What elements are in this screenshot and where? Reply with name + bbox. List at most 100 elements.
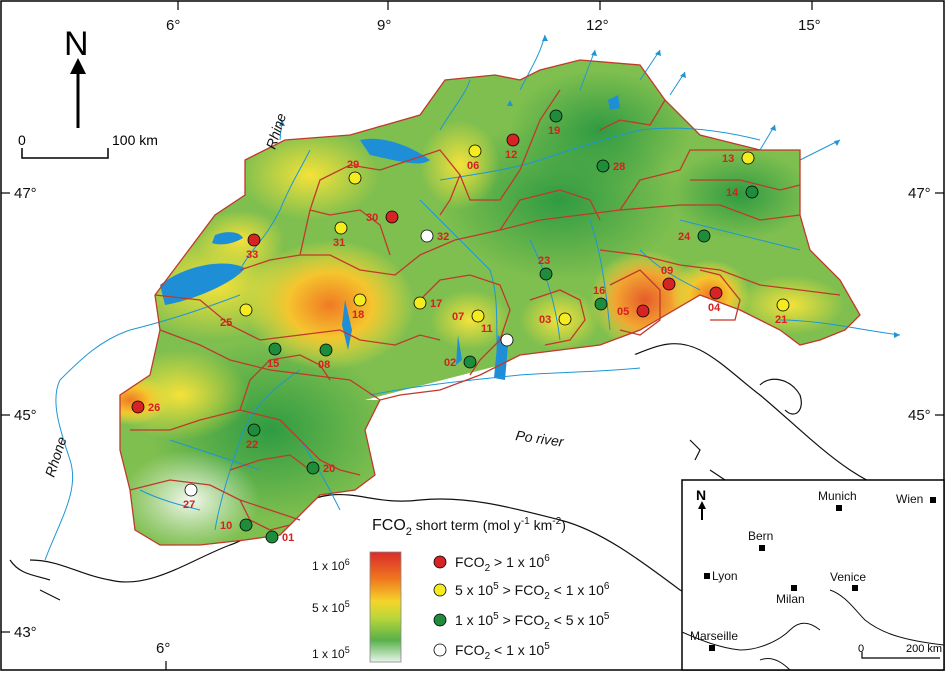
site-marker-22	[247, 423, 261, 437]
lon-label-15: 15°	[798, 17, 821, 34]
inset-scale-label: 200 km	[906, 643, 942, 655]
site-marker-32	[420, 229, 434, 243]
site-marker-29	[348, 171, 362, 185]
site-label-17: 17	[430, 298, 442, 310]
site-marker-17	[413, 296, 427, 310]
site-marker-20	[306, 461, 320, 475]
site-marker-06	[468, 144, 482, 158]
site-marker-08	[319, 343, 333, 357]
lon-label-6: 6°	[166, 17, 180, 34]
site-marker-24	[697, 229, 711, 243]
site-label-10: 10	[220, 520, 232, 532]
site-label-11: 11	[481, 323, 493, 335]
lon-label-6-bottom: 6°	[156, 640, 170, 657]
site-marker-04	[709, 286, 723, 300]
legend-class-low: FCO2 < 1 x 105	[455, 641, 550, 662]
site-marker-10	[239, 518, 253, 532]
graticule-labels: 6° 9° 12° 15° 47° 45° 43° 47° 45° 6°	[14, 17, 931, 657]
colorbar-label-top: 1 x 106	[312, 557, 350, 573]
inset-city-marseille: Marseille	[690, 629, 738, 643]
site-label-01: 01	[282, 532, 294, 544]
site-label-28: 28	[613, 161, 625, 173]
site-marker-23	[539, 267, 553, 281]
site-label-14: 14	[726, 187, 739, 199]
po-plain	[365, 345, 660, 400]
site-marker-19	[549, 109, 563, 123]
colorbar	[369, 551, 402, 663]
lat-label-45-left: 45°	[14, 407, 37, 424]
site-label-19: 19	[548, 125, 560, 137]
lat-label-47-right: 47°	[908, 185, 931, 202]
site-marker-14	[745, 185, 759, 199]
site-label-03: 03	[539, 314, 551, 326]
lon-label-12: 12°	[586, 17, 609, 34]
site-marker-12	[506, 133, 520, 147]
inset-city-marker	[709, 645, 715, 651]
river-label-po: Po river	[515, 427, 566, 450]
site-label-04: 04	[708, 302, 721, 314]
site-label-26: 26	[148, 402, 160, 414]
legend: FCO2 short term (mol y-1 km-2) 1 x 106 5…	[312, 516, 610, 663]
site-label-32: 32	[437, 231, 449, 243]
site-marker-13	[741, 151, 755, 165]
site-marker-05	[636, 304, 650, 318]
site-marker-33	[247, 233, 261, 247]
colorbar-label-bottom: 1 x 105	[312, 645, 350, 661]
site-marker-30	[385, 210, 399, 224]
site-label-21: 21	[775, 314, 787, 326]
site-label-25: 25	[220, 317, 232, 329]
catchment-boundaries	[119, 59, 861, 546]
site-label-27: 27	[183, 499, 195, 511]
site-label-12: 12	[505, 149, 517, 161]
legend-class-very-high: FCO2 > 1 x 106	[455, 553, 550, 574]
site-marker-18	[353, 293, 367, 307]
inset-city-bern: Bern	[748, 529, 773, 543]
inset-city-lyon: Lyon	[712, 569, 738, 583]
site-marker-27	[184, 483, 198, 497]
north-label: N	[64, 25, 89, 63]
inset-city-marker	[930, 497, 936, 503]
scale-zero: 0	[18, 132, 26, 148]
site-marker-25	[239, 303, 253, 317]
inset-city-marker	[759, 545, 765, 551]
inset-city-marker	[852, 585, 858, 591]
north-arrow: N	[64, 25, 89, 128]
site-marker-01	[265, 530, 279, 544]
colorbar-label-mid: 5 x 105	[312, 599, 350, 615]
site-marker-11	[500, 333, 514, 347]
site-label-24: 24	[678, 231, 691, 243]
legend-class-medium: 1 x 105 > FCO2 < 5 x 105	[455, 611, 610, 632]
site-label-31: 31	[333, 237, 345, 249]
rivers	[44, 34, 901, 561]
legend-marker-low	[433, 643, 447, 657]
scale-bar: 0 100 km	[18, 132, 158, 159]
site-label-16: 16	[593, 285, 605, 297]
site-marker-16	[594, 297, 608, 311]
site-label-23: 23	[538, 255, 550, 267]
lon-label-9: 9°	[377, 17, 391, 34]
inset-city-marker	[791, 585, 797, 591]
site-label-06: 06	[467, 160, 479, 172]
inset-city-milan: Milan	[776, 592, 805, 606]
inset-map: N Munich Wien Bern Lyon Milan Venice Mar…	[681, 479, 945, 671]
site-label-07: 07	[452, 311, 464, 323]
site-marker-31	[334, 221, 348, 235]
site-label-15: 15	[267, 358, 279, 370]
site-label-05: 05	[617, 306, 629, 318]
lat-label-43-left: 43°	[14, 624, 37, 641]
site-label-20: 20	[323, 463, 335, 475]
legend-marker-very-high	[433, 555, 447, 569]
lat-label-45-right: 45°	[908, 407, 931, 424]
inset-city-wien: Wien	[896, 492, 923, 506]
site-marker-21	[776, 298, 790, 312]
lat-label-47-left: 47°	[14, 185, 37, 202]
site-marker-03	[558, 312, 572, 326]
site-marker-15	[268, 342, 282, 356]
site-marker-02	[463, 355, 477, 369]
legend-class-high: 5 x 105 > FCO2 < 1 x 106	[455, 581, 610, 602]
site-label-13: 13	[722, 153, 734, 165]
site-label-33: 33	[246, 249, 258, 261]
inset-coastline	[681, 589, 945, 671]
